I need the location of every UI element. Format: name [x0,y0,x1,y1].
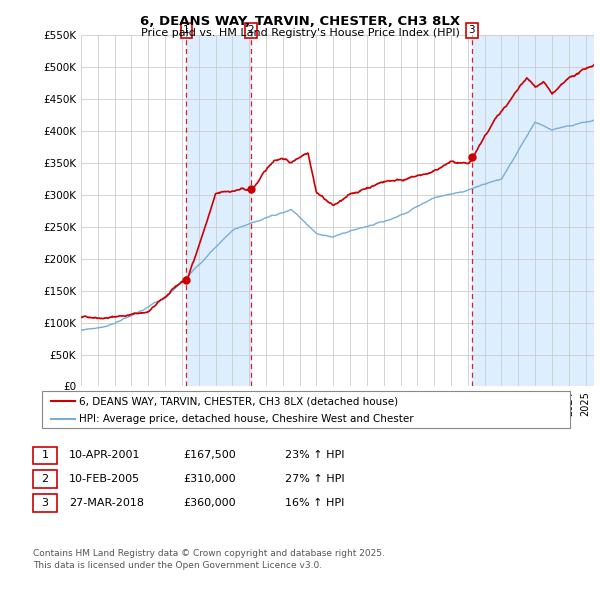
Text: £360,000: £360,000 [183,498,236,507]
Text: 27% ↑ HPI: 27% ↑ HPI [285,474,344,484]
Bar [187,35,251,386]
Text: 27-MAR-2018: 27-MAR-2018 [69,498,144,507]
Text: 3: 3 [469,25,475,35]
Bar [472,35,594,386]
Text: 2: 2 [248,25,254,35]
Text: 10-APR-2001: 10-APR-2001 [69,451,140,460]
Text: Price paid vs. HM Land Registry's House Price Index (HPI): Price paid vs. HM Land Registry's House … [140,28,460,38]
Text: Contains HM Land Registry data © Crown copyright and database right 2025.
This d: Contains HM Land Registry data © Crown c… [33,549,385,569]
Text: 23% ↑ HPI: 23% ↑ HPI [285,451,344,460]
Text: 1: 1 [183,25,190,35]
Text: 3: 3 [41,498,49,507]
Text: 1: 1 [41,451,49,460]
Text: HPI: Average price, detached house, Cheshire West and Chester: HPI: Average price, detached house, Ches… [79,414,414,424]
Text: £310,000: £310,000 [183,474,236,484]
Text: 2: 2 [41,474,49,484]
Text: 6, DEANS WAY, TARVIN, CHESTER, CH3 8LX (detached house): 6, DEANS WAY, TARVIN, CHESTER, CH3 8LX (… [79,396,398,407]
Text: £167,500: £167,500 [183,451,236,460]
Text: 10-FEB-2005: 10-FEB-2005 [69,474,140,484]
Text: 16% ↑ HPI: 16% ↑ HPI [285,498,344,507]
Text: 6, DEANS WAY, TARVIN, CHESTER, CH3 8LX: 6, DEANS WAY, TARVIN, CHESTER, CH3 8LX [140,15,460,28]
